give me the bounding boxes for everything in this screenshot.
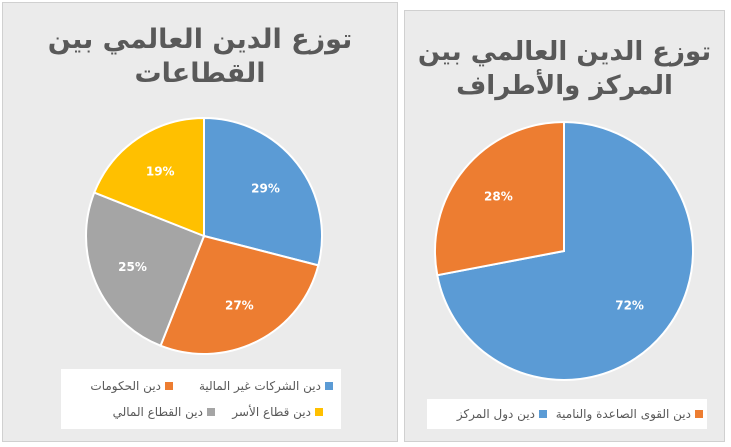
data-label: 25% xyxy=(118,260,147,274)
legend-swatch xyxy=(315,408,323,416)
data-label: 72% xyxy=(615,298,644,312)
legend-item: دين القطاع المالي xyxy=(113,405,215,419)
chart-title-line-2: القطاعات xyxy=(134,58,266,89)
data-label: 19% xyxy=(146,165,175,179)
data-label: 28% xyxy=(484,190,513,204)
chart-legend: دين الشركات غير المالية دين الحكومات دين… xyxy=(61,369,341,429)
pie-slice xyxy=(85,191,206,348)
legend-label: دين القوى الصاعدة والنامية xyxy=(555,407,691,421)
sector-debt-chart: توزع الدين العالمي بين القطاعات 29% 27% 25… xyxy=(2,2,398,442)
pie-slice xyxy=(203,116,323,267)
legend-label: دين الحكومات xyxy=(90,379,161,393)
legend-item: دين قطاع الأسر xyxy=(232,405,323,419)
legend-label: دين القطاع المالي xyxy=(112,405,203,419)
pie-slice xyxy=(92,116,205,238)
pie-slice xyxy=(434,120,565,277)
center-periphery-debt-chart: توزع الدين العالمي بين المركز والأطراف 7… xyxy=(404,10,725,442)
pie-slice xyxy=(159,234,320,355)
chart-title-line-1: توزع الدين العالمي بين xyxy=(47,24,353,55)
chart-legend: دين دول المركز دين القوى الصاعدة والنامي… xyxy=(427,399,707,429)
legend-item: دين الشركات غير المالية xyxy=(199,379,333,393)
legend-item: دين الحكومات xyxy=(90,379,173,393)
data-label: 29% xyxy=(251,181,280,195)
pie-slice xyxy=(436,120,694,381)
legend-label: دين قطاع الأسر xyxy=(232,405,311,419)
legend-swatch xyxy=(165,382,173,390)
legend-swatch xyxy=(695,410,703,418)
legend-swatch xyxy=(207,408,215,416)
pie-chart: 29% 27% 25% 19% xyxy=(85,116,323,355)
legend-item: دين القوى الصاعدة والنامية xyxy=(556,407,703,421)
chart-title-line-1: توزع الدين العالمي بين xyxy=(417,37,712,67)
legend-label: دين الشركات غير المالية xyxy=(198,379,321,393)
chart-title: توزع الدين العالمي بين القطاعات xyxy=(3,23,397,91)
chart-title-line-2: المركز والأطراف xyxy=(456,71,673,101)
data-label: 27% xyxy=(225,298,254,312)
legend-swatch xyxy=(325,382,333,390)
legend-label: دين دول المركز xyxy=(456,407,535,421)
chart-title: توزع الدين العالمي بين المركز والأطراف xyxy=(405,35,724,103)
legend-item: دين دول المركز xyxy=(457,407,547,421)
pie-chart: 72% 28% xyxy=(434,120,694,381)
legend-swatch xyxy=(539,410,547,418)
